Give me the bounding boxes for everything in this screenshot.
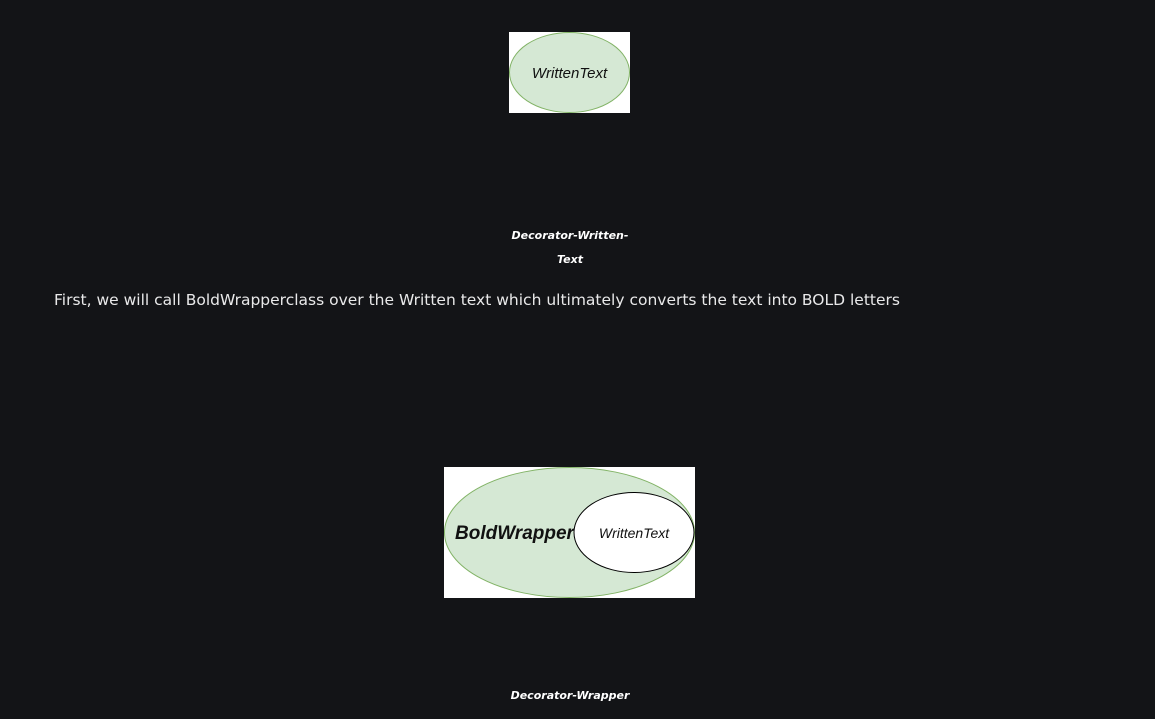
written-text-label: WrittenText <box>532 65 608 82</box>
figure1-caption-line2: Text <box>557 253 583 266</box>
explanation-paragraph: First, we will call BoldWrapperclass ove… <box>54 291 900 309</box>
figure1-caption: Decorator-Written- Text <box>470 224 670 272</box>
bold-wrapper-diagram: BoldWrapper WrittenText <box>444 467 695 598</box>
figure2-caption: Decorator-Wrapper <box>510 689 630 702</box>
figure1-caption-line1: Decorator-Written- <box>511 229 629 242</box>
bold-wrapper-svg: BoldWrapper WrittenText <box>444 467 695 598</box>
written-text-ellipse <box>509 32 630 113</box>
bold-wrapper-label: BoldWrapper <box>455 523 576 544</box>
written-text-diagram: WrittenText <box>509 32 630 113</box>
inner-written-text-label: WrittenText <box>599 525 670 541</box>
inner-written-text-ellipse <box>573 492 695 573</box>
written-text-svg: WrittenText <box>509 32 630 113</box>
